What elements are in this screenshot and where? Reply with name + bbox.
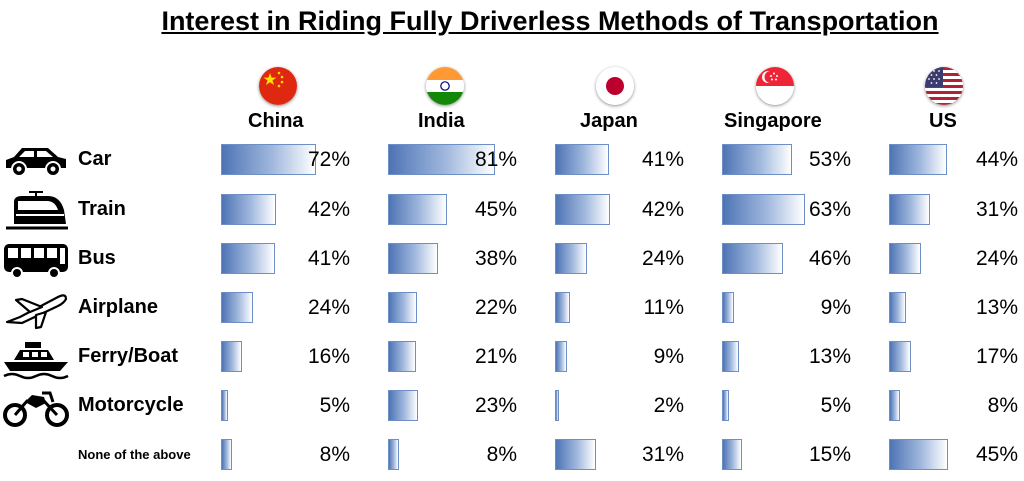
data-label: 41% [307, 247, 350, 270]
data-label: 53% [808, 148, 851, 171]
row-label: Motorcycle [78, 394, 184, 416]
data-bar [889, 194, 930, 225]
data-label: 16% [307, 345, 350, 368]
data-label: 13% [975, 296, 1018, 319]
data-bar [555, 439, 596, 470]
car-icon [6, 148, 66, 177]
data-bar [889, 390, 900, 421]
data-bar [889, 292, 907, 323]
data-label: 8% [319, 443, 350, 466]
china-flag-icon [259, 67, 297, 105]
data-label: 31% [975, 198, 1018, 221]
motorcycle-icon [3, 391, 69, 427]
data-label: 17% [975, 345, 1018, 368]
data-label: 11% [643, 296, 684, 319]
data-bar [555, 144, 610, 175]
data-bar [221, 341, 243, 372]
data-label: 21% [474, 345, 517, 368]
country-label: India [418, 110, 465, 132]
data-bar [388, 341, 416, 372]
data-label: 63% [808, 198, 851, 221]
data-bar [722, 292, 734, 323]
data-bar [722, 390, 729, 421]
data-bar [555, 341, 567, 372]
data-label: 8% [987, 394, 1018, 417]
bus-icon [4, 244, 68, 279]
data-bar [221, 390, 228, 421]
country-label: Singapore [724, 110, 822, 132]
data-bar [555, 194, 611, 225]
data-label: 81% [474, 148, 517, 171]
data-bar [722, 194, 806, 225]
data-label: 24% [975, 247, 1018, 270]
data-label: 5% [319, 394, 350, 417]
data-bar [889, 243, 921, 274]
data-label: 45% [975, 443, 1018, 466]
data-bar [889, 341, 912, 372]
data-label: 2% [653, 394, 684, 417]
data-label: 8% [486, 443, 517, 466]
data-label: 41% [641, 148, 684, 171]
data-bar [388, 144, 495, 175]
us-flag-icon [925, 67, 963, 105]
row-label: Bus [78, 247, 116, 269]
data-bar [889, 144, 948, 175]
data-bar [722, 341, 740, 372]
data-bar [388, 243, 439, 274]
data-bar [722, 144, 792, 175]
row-label: Ferry/Boat [78, 345, 179, 367]
data-label: 15% [808, 443, 851, 466]
data-label: 45% [474, 198, 517, 221]
data-bar [388, 390, 419, 421]
train-icon [6, 191, 68, 230]
data-label: 46% [808, 247, 851, 270]
data-label: 72% [307, 148, 350, 171]
data-bar [889, 439, 949, 470]
data-bar [388, 439, 399, 470]
data-bar [221, 243, 276, 274]
data-bar [555, 292, 570, 323]
airplane-icon [5, 294, 68, 330]
data-label: 23% [474, 394, 517, 417]
data-label: 5% [820, 394, 851, 417]
country-label: Japan [580, 110, 638, 132]
data-label: 22% [474, 296, 517, 319]
data-label: 13% [808, 345, 851, 368]
data-label: 9% [653, 345, 684, 368]
data-bar [221, 144, 317, 175]
data-bar [388, 194, 448, 225]
chart-title: Interest in Riding Fully Driverless Meth… [161, 6, 939, 36]
country-label: US [929, 110, 957, 132]
boat-icon [3, 342, 69, 380]
data-label: 38% [474, 247, 517, 270]
country-label: China [248, 110, 304, 132]
data-bar [221, 439, 232, 470]
data-bar [555, 390, 559, 421]
india-flag-icon [426, 67, 464, 105]
data-label: 42% [307, 198, 350, 221]
data-label: 9% [820, 296, 851, 319]
data-bar [722, 439, 742, 470]
data-label: 24% [641, 247, 684, 270]
data-bar [221, 194, 277, 225]
row-label: Car [78, 148, 112, 170]
singapore-flag-icon [756, 67, 794, 105]
data-label: 31% [641, 443, 684, 466]
data-bar [722, 243, 783, 274]
data-bar [555, 243, 587, 274]
row-label: Airplane [78, 296, 159, 318]
data-bar [388, 292, 418, 323]
data-bar [221, 292, 253, 323]
data-label: 24% [307, 296, 350, 319]
data-label: 42% [641, 198, 684, 221]
data-label: 44% [975, 148, 1018, 171]
row-label: Train [78, 198, 126, 220]
japan-flag-icon [596, 67, 634, 105]
row-label: None of the above [78, 447, 191, 462]
